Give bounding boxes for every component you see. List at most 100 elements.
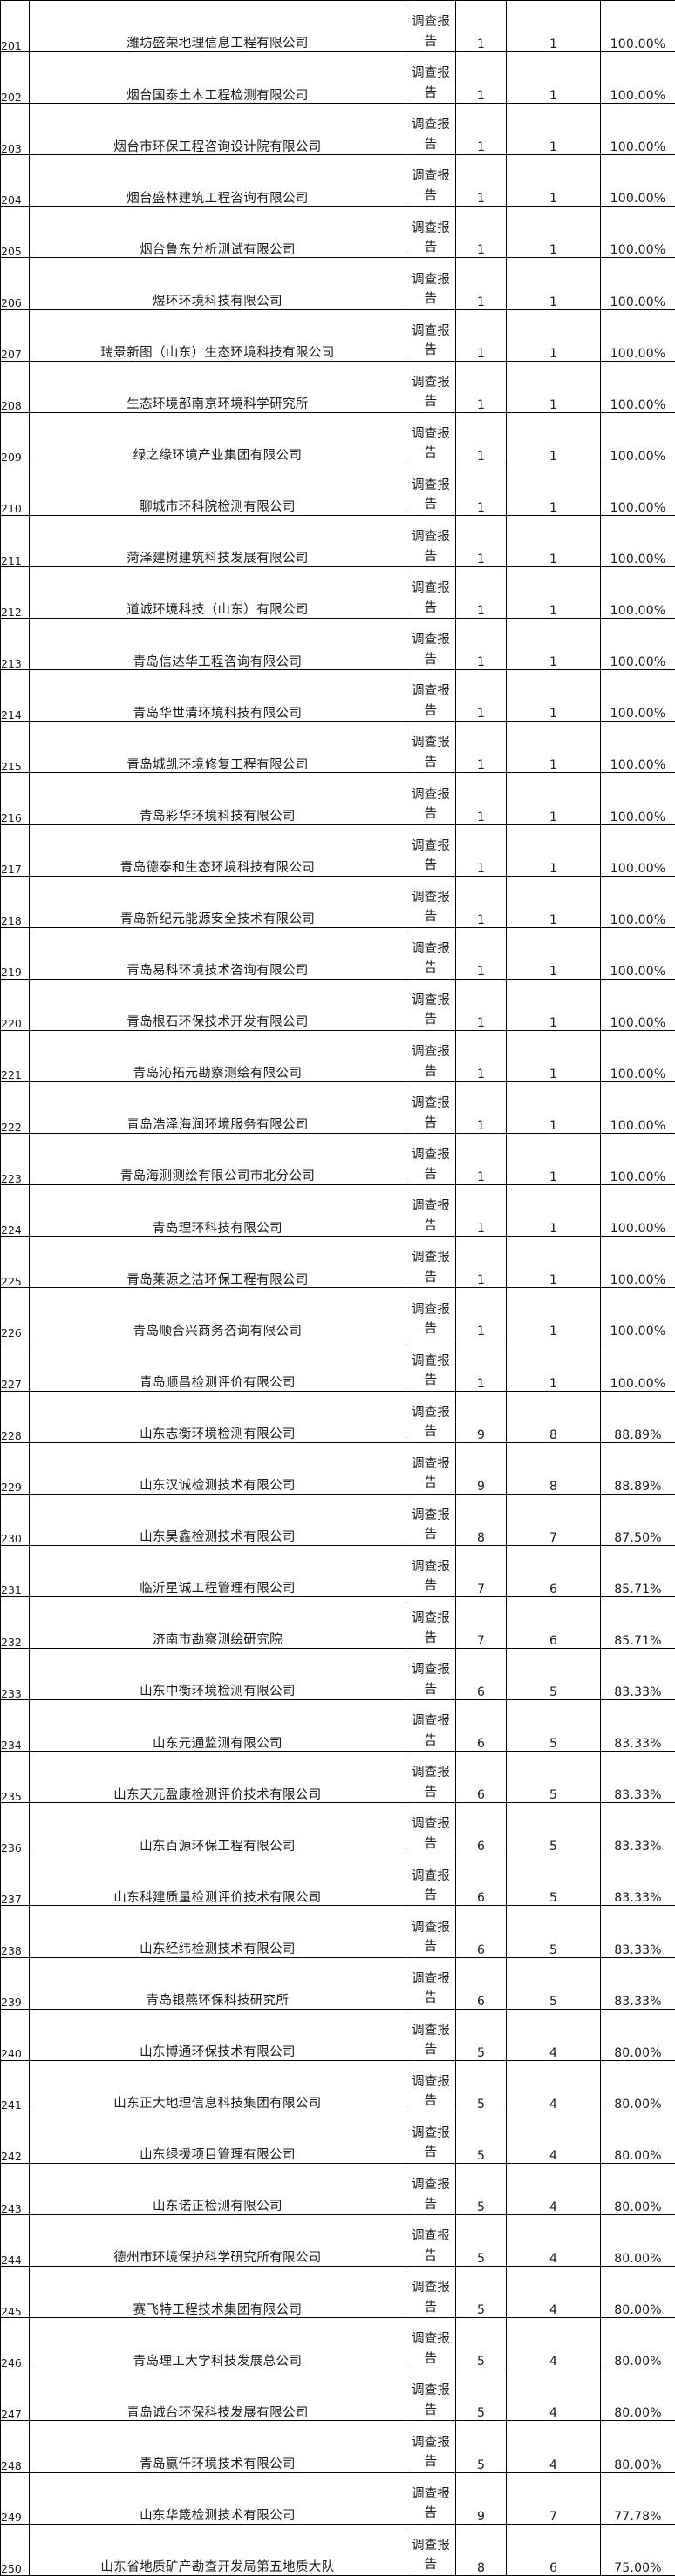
report-type-cell: 调查报告 <box>406 1339 456 1391</box>
report-type-cell: 调查报告 <box>406 207 456 258</box>
report-pass-cell: 7 <box>507 1494 601 1545</box>
row-index-cell: 217 <box>1 824 30 876</box>
pass-rate-cell: 80.00% <box>601 2060 675 2112</box>
pass-rate-cell: 83.33% <box>601 1854 675 1906</box>
report-total-cell: 1 <box>456 824 507 876</box>
unit-name-cell: 青岛银燕环保科技研究所 <box>30 1957 406 2009</box>
report-total-cell: 5 <box>456 2267 507 2318</box>
report-type-cell: 调查报告 <box>406 515 456 566</box>
row-index-cell: 204 <box>1 155 30 207</box>
report-total-cell: 5 <box>456 2369 507 2421</box>
report-pass-cell: 4 <box>507 2009 601 2060</box>
report-type-cell: 调查报告 <box>406 1752 456 1803</box>
report-pass-cell: 1 <box>507 1 601 52</box>
row-index-cell: 220 <box>1 979 30 1030</box>
report-total-cell: 1 <box>456 1081 507 1133</box>
report-total-cell: 1 <box>456 567 507 619</box>
unit-name-cell: 绿之缘环境产业集团有限公司 <box>30 412 406 464</box>
report-total-cell: 1 <box>456 979 507 1030</box>
row-index-cell: 234 <box>1 1700 30 1752</box>
report-type-cell: 调查报告 <box>406 1237 456 1288</box>
row-index-cell: 219 <box>1 927 30 979</box>
report-total-cell: 1 <box>456 876 507 927</box>
report-total-cell: 1 <box>456 309 507 361</box>
pass-rate-cell: 100.00% <box>601 464 675 515</box>
report-total-cell: 8 <box>456 1494 507 1545</box>
report-type-cell: 调查报告 <box>406 2215 456 2267</box>
pass-rate-cell: 83.33% <box>601 1957 675 2009</box>
unit-name-cell: 青岛德泰和生态环境科技有限公司 <box>30 824 406 876</box>
row-index-cell: 221 <box>1 1030 30 1081</box>
unit-name-cell: 道诚环境科技（山东）有限公司 <box>30 567 406 619</box>
report-total-cell: 5 <box>456 2112 507 2163</box>
unit-name-cell: 山东省地质矿产勘查开发局第五地质大队 <box>30 2524 406 2575</box>
report-pass-cell: 1 <box>507 258 601 309</box>
report-total-cell: 1 <box>456 1185 507 1237</box>
pass-rate-cell: 88.89% <box>601 1391 675 1442</box>
pass-rate-cell: 88.89% <box>601 1442 675 1494</box>
unit-name-cell: 青岛沁拓元勘察测绘有限公司 <box>30 1030 406 1081</box>
row-index-cell: 247 <box>1 2369 30 2421</box>
row-index-cell: 216 <box>1 773 30 824</box>
pass-rate-cell: 100.00% <box>601 155 675 207</box>
pass-rate-cell: 87.50% <box>601 1494 675 1545</box>
row-index-cell: 242 <box>1 2112 30 2163</box>
report-total-cell: 6 <box>456 1649 507 1700</box>
pass-rate-cell: 100.00% <box>601 309 675 361</box>
row-index-cell: 227 <box>1 1339 30 1391</box>
report-total-cell: 6 <box>456 1957 507 2009</box>
